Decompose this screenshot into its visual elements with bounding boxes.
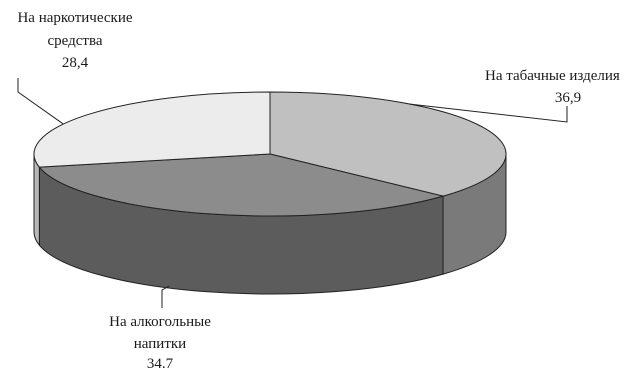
label-drugs-line2: средства <box>47 33 102 49</box>
leader-lines <box>17 78 568 308</box>
pie-slices <box>33 91 507 217</box>
label-alcohol-line1: На алкогольные <box>109 314 211 330</box>
label-tobacco: На табачные изделия <box>485 68 620 84</box>
value-drugs: 28,4 <box>62 55 89 71</box>
pie-sides <box>33 153 507 295</box>
slice-alcohol <box>38 153 446 217</box>
slice-tobacco <box>269 91 507 197</box>
side-drugs <box>33 153 40 247</box>
value-alcohol: 34.7 <box>147 356 174 371</box>
leader-drugs <box>17 78 64 125</box>
leader-tobacco <box>410 103 568 123</box>
value-tobacco: 36,9 <box>555 90 581 106</box>
label-alcohol-line2: напитки <box>134 336 186 352</box>
label-drugs-line1: На наркотические <box>17 10 132 26</box>
leader-alcohol <box>161 285 170 308</box>
slice-drugs <box>33 91 271 168</box>
